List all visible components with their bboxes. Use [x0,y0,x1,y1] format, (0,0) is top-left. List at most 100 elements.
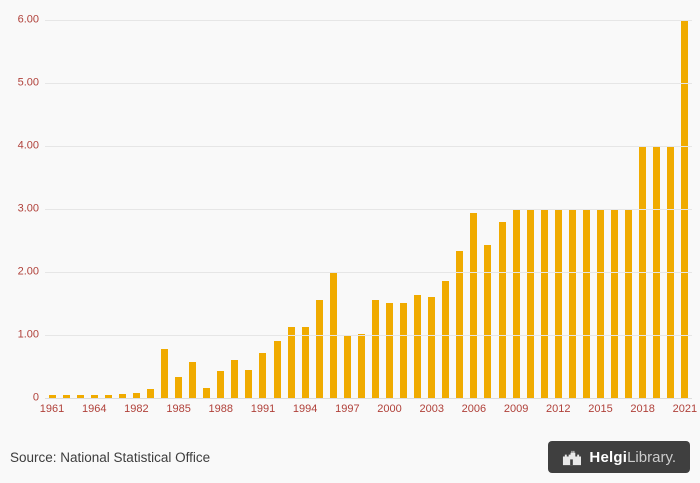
bar-2001[interactable] [400,303,408,398]
y-axis-label: 6.00 [17,13,39,26]
x-axis-slot: 1988 [209,403,233,419]
x-axis-slot [354,403,368,419]
bar-slot [593,20,607,398]
bar-2007[interactable] [484,245,492,398]
bar-2003[interactable] [428,297,436,398]
bar-1993[interactable] [287,327,295,398]
bar-slot [270,20,284,398]
bar-1991[interactable] [259,353,267,398]
gridline [45,272,692,273]
bar-slot [186,20,200,398]
bar-2009[interactable] [512,209,520,398]
bar-2017[interactable] [625,209,633,398]
bar-1986[interactable] [189,362,197,398]
x-axis-slot [270,403,284,419]
bar-1982[interactable] [132,393,140,398]
x-axis-label: 2003 [419,403,444,415]
bar-slot [551,20,565,398]
x-axis-slot: 2009 [504,403,528,419]
bar-2000[interactable] [386,303,394,398]
bar-1965[interactable] [104,395,112,398]
bar-2005[interactable] [456,251,464,398]
bar-slot [523,20,537,398]
bar-1963[interactable] [76,395,84,398]
bar-1983[interactable] [146,389,154,398]
bar-slot [143,20,157,398]
x-axis-slot: 2018 [630,403,654,419]
bar-2006[interactable] [470,213,478,398]
helgi-library-logo[interactable]: Helgi Library. [548,441,690,473]
bar-1987[interactable] [203,388,211,398]
castle-icon [562,448,582,467]
bar-slot [59,20,73,398]
x-axis-label: 1997 [335,403,360,415]
x-axis-slot: 2015 [588,403,612,419]
x-axis-label: 1964 [81,403,107,415]
bar-1989[interactable] [231,360,239,398]
x-axis-slot [186,403,200,419]
bar-2012[interactable] [554,209,562,398]
bar-slot [228,20,242,398]
x-axis-slot: 1994 [293,403,317,419]
x-axis-slot: 2012 [546,403,570,419]
bar-2004[interactable] [442,281,450,398]
x-axis-slot [650,403,664,419]
logo-text: Helgi Library. [589,449,676,466]
x-axis-slot: 1985 [166,403,190,419]
bar-slot [425,20,439,398]
bar-1995[interactable] [315,300,323,398]
x-axis-slot [481,403,495,419]
bar-2013[interactable] [568,209,576,398]
bar-2016[interactable] [611,209,619,398]
x-axis-slot: 1961 [40,403,64,419]
bar-1992[interactable] [273,341,281,398]
bar-2008[interactable] [498,222,506,398]
bar-slot [495,20,509,398]
bar-1998[interactable] [357,334,365,398]
bar-1961[interactable] [48,395,56,398]
bar-2010[interactable] [526,209,534,398]
gridline [45,20,692,21]
bar-2002[interactable] [414,295,422,398]
x-axis-label: 1988 [208,403,234,415]
bar-1999[interactable] [371,300,379,398]
bar-slot [200,20,214,398]
y-axis-label: 0 [32,391,39,404]
bar-slot [467,20,481,398]
x-axis-slot: 1982 [124,403,148,419]
bar-2011[interactable] [540,209,548,398]
bar-1964[interactable] [90,395,98,398]
bar-1981[interactable] [118,394,126,398]
x-axis-slot: 2006 [462,403,486,419]
bar-slot [411,20,425,398]
bar-1985[interactable] [175,377,183,398]
bar-slot [354,20,368,398]
bar-2014[interactable] [582,209,590,398]
bar-1962[interactable] [62,395,70,398]
bar-slot [129,20,143,398]
bar-2015[interactable] [596,209,604,398]
bar-slot [579,20,593,398]
bar-slot [45,20,59,398]
y-axis-label: 5.00 [17,76,39,89]
bar-slot [87,20,101,398]
gridline [45,335,692,336]
bar-1990[interactable] [245,370,253,398]
bar-1994[interactable] [301,327,309,398]
y-axis-label: 4.00 [17,139,39,152]
logo-brand-secondary: Library. [627,448,676,466]
bar-1984[interactable] [161,349,169,398]
x-axis-slot: 1997 [335,403,359,419]
bar-slot [537,20,551,398]
x-axis-label: 2018 [630,403,655,415]
bar-1988[interactable] [217,371,225,398]
bar-slot [158,20,172,398]
x-axis-label: 1961 [39,403,65,415]
gridline [45,83,692,84]
y-axis-label: 3.00 [17,202,39,215]
x-axis-slot [101,403,115,419]
x-axis-label: 2021 [672,403,698,415]
bar-1997[interactable] [343,335,351,398]
x-axis-slot: 1991 [251,403,275,419]
